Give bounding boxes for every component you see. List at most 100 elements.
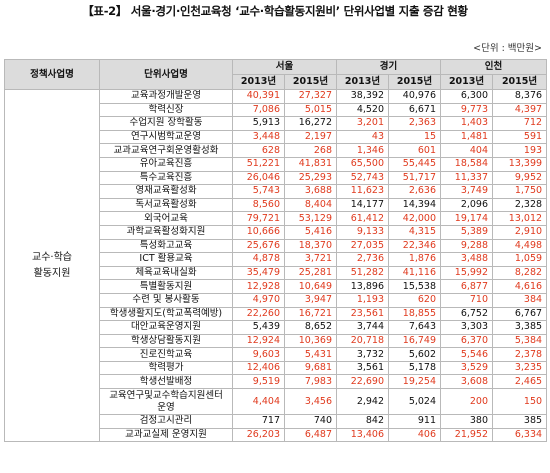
value-cell: 628 (232, 143, 285, 158)
unit-project-name: 교과교육연구회운영활성화 (99, 143, 233, 158)
value-cell: 41,116 (388, 265, 442, 281)
value-cell: 4,315 (388, 224, 442, 240)
header-region-gyeonggi: 경기 (336, 59, 442, 75)
value-cell: 12,406 (232, 360, 285, 376)
unit-project-name: 수련 및 봉사활동 (99, 292, 233, 308)
value-cell: 21,952 (440, 427, 494, 443)
value-cell: 384 (492, 292, 548, 308)
value-cell: 268 (283, 143, 338, 158)
value-cell: 6,767 (492, 306, 548, 322)
value-cell: 13,399 (492, 156, 548, 172)
value-cell: 200 (440, 388, 494, 416)
value-cell: 13,012 (492, 211, 548, 226)
unit-project-name: 외국어교육 (99, 211, 233, 226)
value-cell: 842 (336, 414, 390, 429)
value-cell: 717 (232, 414, 285, 429)
value-cell: 3,303 (440, 320, 494, 335)
value-cell: 3,749 (440, 184, 494, 199)
table-row: 학생생활지도(학교폭력예방) 22,260 16,721 23,561 18,855 6,… (5, 306, 548, 322)
value-cell: 193 (492, 143, 548, 158)
value-cell: 20,718 (336, 333, 390, 349)
header-year: 2015년 (388, 74, 442, 90)
value-cell: 4,404 (232, 388, 285, 416)
unit-project-name: 학생선발배정 (99, 374, 233, 390)
value-cell: 404 (440, 143, 494, 158)
value-cell: 1,403 (440, 116, 494, 131)
value-cell: 10,666 (232, 224, 285, 240)
table-row: 교수·학습 활동지원 교육과정개발운영 40,391 27,327 38,392 40,9… (4, 88, 548, 443)
value-cell: 3,488 (440, 252, 494, 267)
unit-project-name: ICT 활용교육 (99, 252, 233, 267)
unit-project-name: 체육교육내실화 (99, 265, 233, 281)
value-cell: 150 (492, 388, 548, 416)
value-cell: 601 (388, 143, 442, 158)
value-cell: 16,749 (388, 333, 442, 349)
value-cell: 385 (492, 414, 548, 429)
header-unit-project: 단위사업명 (99, 59, 233, 90)
value-cell: 3,721 (283, 252, 338, 267)
table-row: 대안교육운영지원 5,439 8,652 3,744 7,643 3,303 3,385 (5, 320, 548, 335)
value-cell: 5,431 (283, 347, 338, 362)
table-row: 연구시범학교운영 3,448 2,197 43 15 1,481 591 (5, 129, 548, 145)
value-cell: 2,096 (440, 197, 494, 213)
value-cell: 51,717 (388, 170, 442, 186)
value-cell: 11,623 (336, 184, 390, 199)
value-cell: 2,378 (492, 347, 548, 362)
table-row: 유아교육진흥 51,221 41,831 65,500 55,445 18,584 13,3… (5, 156, 548, 172)
value-cell: 19,174 (440, 211, 494, 226)
table-title: 【표-2】 서울·경기·인천교육청 ‘교수·학습활동지원비’ 단위사업별 지출 … (82, 4, 468, 18)
value-cell: 5,024 (388, 388, 442, 416)
value-cell: 3,744 (336, 320, 390, 335)
value-cell: 12,924 (232, 333, 285, 349)
value-cell: 7,643 (388, 320, 442, 335)
value-cell: 8,376 (492, 89, 548, 104)
value-cell: 2,328 (492, 197, 548, 213)
value-cell: 7,983 (283, 374, 338, 390)
value-cell: 2,197 (283, 129, 338, 145)
value-cell: 2,910 (492, 224, 548, 240)
value-cell: 52,743 (336, 170, 390, 186)
value-cell: 3,456 (283, 388, 338, 416)
table-row: 검정고시관리 717 740 842 911 380 385 (5, 414, 548, 429)
value-cell: 51,221 (232, 156, 285, 172)
value-cell: 5,178 (388, 360, 442, 376)
value-cell: 22,690 (336, 374, 390, 390)
value-cell: 26,046 (232, 170, 285, 186)
value-cell: 27,327 (283, 89, 338, 104)
unit-project-name: 독서교육활성화 (99, 197, 233, 213)
value-cell: 25,293 (283, 170, 338, 186)
value-cell: 14,177 (336, 197, 390, 213)
table-row: 학력신장 7,086 5,015 4,520 6,671 9,773 4,397 (5, 102, 548, 118)
header-year: 2013년 (336, 74, 390, 90)
value-cell: 3,448 (232, 129, 285, 145)
value-cell: 9,603 (232, 347, 285, 362)
value-cell: 3,688 (283, 184, 338, 199)
header-policy: 정책사업명 (4, 59, 100, 90)
value-cell: 22,346 (388, 238, 442, 254)
unit-project-name: 학력평가 (99, 360, 233, 376)
value-cell: 40,391 (232, 89, 285, 104)
value-cell: 2,736 (336, 252, 390, 267)
value-cell: 19,254 (388, 374, 442, 390)
unit-project-name: 학력신장 (99, 102, 233, 118)
value-cell: 1,481 (440, 129, 494, 145)
table-row: 특수교육진흥 26,046 25,293 52,743 51,717 11,337 9,95… (5, 170, 548, 186)
unit-project-name: 대안교육운영지원 (99, 320, 233, 335)
header-region-seoul: 서울 (231, 59, 338, 75)
unit-project-name: 특별활동지원 (99, 279, 233, 294)
value-cell: 6,334 (492, 427, 548, 443)
value-cell: 2,465 (492, 374, 548, 390)
header-year: 2015년 (283, 74, 338, 90)
value-cell: 3,947 (283, 292, 338, 308)
value-cell: 5,743 (232, 184, 285, 199)
policy-category-cell: 교수·학습 활동지원 (4, 88, 100, 443)
value-cell: 5,439 (232, 320, 285, 335)
value-cell: 712 (492, 116, 548, 131)
value-cell: 6,877 (440, 279, 494, 294)
value-cell: 13,406 (336, 427, 390, 443)
unit-project-name: 검정고시관리 (99, 414, 233, 429)
value-cell: 25,281 (283, 265, 338, 281)
value-cell: 1,876 (388, 252, 442, 267)
unit-project-name: 유아교육진흥 (99, 156, 233, 172)
unit-project-name: 교육연구및교수학습지원센터 운영 (99, 388, 233, 416)
